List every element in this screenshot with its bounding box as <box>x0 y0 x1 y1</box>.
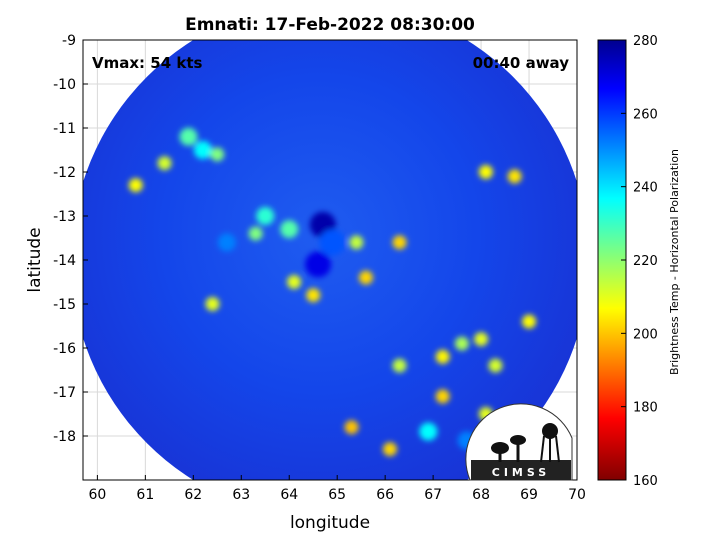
colorbar-tick-label: 260 <box>633 107 658 122</box>
y-tick-label: -17 <box>53 385 76 401</box>
x-tick-label: 62 <box>184 487 202 503</box>
plot-area: 60 61 62 63 64 65 66 67 68 69 70 -9 -10 -11 -12 -13 -14… <box>53 33 586 503</box>
x-axis-label: longitude <box>290 513 370 533</box>
tb-feature <box>435 389 450 404</box>
tb-feature <box>344 420 359 435</box>
colorbar-tick-label: 280 <box>633 34 658 49</box>
x-tick-label: 67 <box>424 487 442 503</box>
x-tick-label: 70 <box>568 487 586 503</box>
tb-feature <box>128 178 143 193</box>
tb-feature <box>287 275 302 289</box>
x-axis-ticks: 60 61 62 63 64 65 66 67 68 69 70 <box>88 475 586 503</box>
x-tick-label: 64 <box>280 487 298 503</box>
tb-feature <box>205 297 220 311</box>
colorbar-tick-label: 240 <box>633 181 658 196</box>
y-tick-label: -11 <box>53 121 76 137</box>
logo-text: CIMSS <box>492 466 550 479</box>
tb-feature <box>358 270 373 285</box>
colorbar-tick-label: 180 <box>633 401 658 416</box>
time-away-annotation: 00:40 away <box>473 54 570 72</box>
x-tick-label: 66 <box>376 487 394 503</box>
tb-feature <box>419 422 438 441</box>
chart-title: Emnati: 17-Feb-2022 08:30:00 <box>185 15 475 35</box>
tb-feature <box>507 169 522 184</box>
cimss-logo: CIMSS <box>465 403 573 481</box>
x-tick-label: 69 <box>520 487 538 503</box>
tb-feature <box>157 156 172 171</box>
vmax-annotation: Vmax: 54 kts <box>92 54 202 72</box>
tb-feature <box>193 141 212 159</box>
y-tick-label: -12 <box>53 165 76 181</box>
tb-feature <box>435 349 450 364</box>
y-tick-label: -15 <box>53 297 76 313</box>
y-tick-label: -16 <box>53 341 76 357</box>
tb-feature <box>349 235 364 250</box>
x-tick-label: 65 <box>328 487 346 503</box>
colorbar-tick-label: 160 <box>633 474 658 489</box>
tb-feature <box>248 226 263 241</box>
y-tick-label: -10 <box>53 77 76 93</box>
x-tick-label: 68 <box>472 487 490 503</box>
y-axis-ticks: -9 -10 -11 -12 -13 -14 -15 -16 -17 -18 <box>53 33 88 445</box>
tb-feature <box>454 336 469 351</box>
y-tick-label: -18 <box>53 429 76 445</box>
tb-feature <box>256 207 275 225</box>
colorbar-ticks: 280 260 240 220 200 180 160 <box>621 34 658 489</box>
tb-feature <box>392 358 407 373</box>
x-tick-label: 63 <box>232 487 250 503</box>
tb-feature <box>217 233 236 252</box>
tb-feature <box>478 165 493 179</box>
tb-feature <box>306 288 321 303</box>
tb-feature <box>488 358 503 373</box>
tb-feature <box>392 235 407 250</box>
tb-feature <box>382 442 397 457</box>
colorbar-label: Brightness Temp - Horizontal Polarizatio… <box>668 149 681 375</box>
tb-feature <box>474 332 489 347</box>
tb-feature <box>210 147 225 162</box>
tb-feature <box>305 251 332 278</box>
colorbar-tick-label: 220 <box>633 254 658 269</box>
y-tick-label: -9 <box>62 33 76 49</box>
y-tick-label: -14 <box>53 253 76 269</box>
tb-feature <box>522 314 537 329</box>
colorbar-tick-label: 200 <box>633 327 658 342</box>
x-tick-label: 60 <box>88 487 106 503</box>
convective-features <box>128 127 537 457</box>
y-axis-label: latitude <box>25 227 45 292</box>
y-tick-label: -13 <box>53 209 76 225</box>
x-tick-label: 61 <box>136 487 154 503</box>
tb-feature <box>280 220 299 239</box>
colorbar: 280 260 240 220 200 180 160 Brightness Temp - … <box>597 34 681 489</box>
tb-feature <box>179 127 198 146</box>
tb-feature <box>319 229 346 256</box>
